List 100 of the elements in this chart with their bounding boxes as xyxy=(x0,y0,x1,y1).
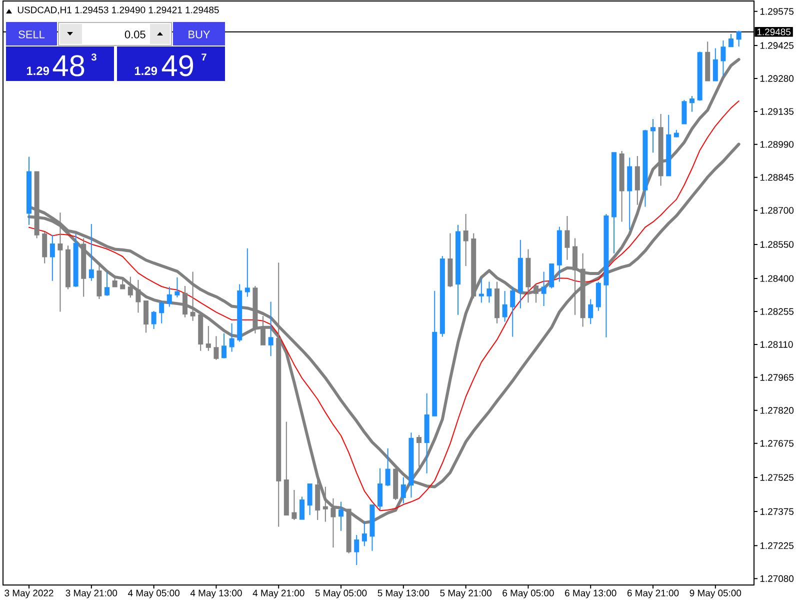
x-tick-label: 9 May 05:00 xyxy=(690,590,742,598)
y-tick-label: 1.27675 xyxy=(760,440,794,447)
candlestick xyxy=(448,232,453,288)
candlestick xyxy=(104,271,110,296)
x-tick-label: 6 May 21:00 xyxy=(627,590,679,598)
candlestick xyxy=(619,150,624,222)
candlestick xyxy=(627,157,632,230)
candlestick xyxy=(463,213,468,267)
x-tick-label: 4 May 13:00 xyxy=(190,590,242,598)
candlestick xyxy=(144,300,149,334)
candlestick xyxy=(728,33,734,48)
y-tick-label: 1.28845 xyxy=(760,174,794,181)
y-tick-label: 1.28700 xyxy=(760,207,794,214)
y-tick-label: 1.28990 xyxy=(760,141,794,148)
candlestick xyxy=(564,216,570,260)
candlestick xyxy=(400,476,406,504)
y-tick-label: 1.29135 xyxy=(760,108,794,115)
y-tick-label: 1.27965 xyxy=(760,374,794,381)
candlestick xyxy=(690,96,695,112)
y-tick-label: 1.28400 xyxy=(760,275,794,282)
candlestick xyxy=(674,129,679,138)
candlestick xyxy=(682,99,687,124)
y-tick-label: 1.27375 xyxy=(760,508,794,515)
candlestick xyxy=(338,501,344,532)
candlestick xyxy=(510,286,516,338)
y-tick-label: 1.29425 xyxy=(760,42,794,49)
candlestick xyxy=(720,40,726,76)
candlestick xyxy=(252,286,258,334)
candlestick xyxy=(612,152,617,254)
candlestick xyxy=(556,226,562,282)
candlestick xyxy=(456,224,461,316)
candlestick xyxy=(526,248,531,304)
y-tick-label: 1.28110 xyxy=(760,341,793,348)
candlestick xyxy=(50,234,55,282)
y-tick-label: 1.27820 xyxy=(760,407,794,414)
annotation: 1.29 xyxy=(134,66,158,76)
candlestick xyxy=(58,212,63,312)
candlestick xyxy=(96,262,102,300)
candlestick xyxy=(596,281,601,312)
ref-line-label: 1.29485 xyxy=(757,28,791,36)
candlestick xyxy=(370,504,375,552)
candlestick xyxy=(292,489,297,520)
candlestick xyxy=(697,51,702,102)
candlestick xyxy=(486,281,492,304)
x-tick-label: 3 May 21:00 xyxy=(66,590,118,598)
candlestick xyxy=(502,290,508,322)
candlestick xyxy=(604,213,609,338)
candlestick xyxy=(42,231,48,264)
annotation: 7 xyxy=(202,54,206,60)
x-tick-label: 4 May 05:00 xyxy=(128,590,180,598)
candlestick xyxy=(237,284,242,342)
candlestick xyxy=(736,30,742,47)
candlestick xyxy=(66,245,71,290)
candlestick xyxy=(650,118,656,154)
candlestick xyxy=(315,476,320,520)
x-tick-label: 6 May 05:00 xyxy=(502,590,554,598)
candlestick xyxy=(128,276,133,298)
candlestick xyxy=(174,276,180,298)
candlestick xyxy=(182,286,188,318)
x-tick-label: 6 May 13:00 xyxy=(565,590,616,598)
x-tick-label: 3 May 2022 xyxy=(4,590,54,598)
candlestick xyxy=(120,277,126,290)
annotation: 3 xyxy=(91,54,96,61)
candlestick xyxy=(580,252,586,328)
candlestick xyxy=(634,156,640,206)
y-tick-label: 1.29575 xyxy=(760,8,794,15)
candlestick xyxy=(198,314,204,352)
candlestick xyxy=(159,300,164,324)
candlestick xyxy=(432,290,438,416)
x-tick-label: 5 May 13:00 xyxy=(378,590,430,598)
candlestick xyxy=(190,271,196,322)
candlestick xyxy=(518,239,523,309)
candlestick xyxy=(166,286,172,308)
annotation: 48 xyxy=(52,55,84,76)
candlestick xyxy=(385,448,390,487)
candlestick xyxy=(666,114,672,176)
x-tick-label: 5 May 05:00 xyxy=(315,590,367,598)
candlestick xyxy=(136,279,141,314)
candlestick xyxy=(151,310,156,330)
y-tick-label: 1.28550 xyxy=(760,241,794,248)
candlestick xyxy=(549,264,554,289)
candlestick xyxy=(300,496,305,520)
candlestick xyxy=(494,281,500,324)
candlestick xyxy=(354,534,360,566)
annotation: 1.29 xyxy=(26,66,50,76)
candlestick xyxy=(471,232,476,299)
candlestick xyxy=(214,336,219,360)
candlestick xyxy=(572,238,578,316)
candlestick xyxy=(284,421,289,516)
candlestick xyxy=(222,332,227,359)
candlestick xyxy=(34,171,40,239)
text: USDCAD,H1 1.29453 1.29490 1.29421 1.29485 xyxy=(18,6,219,14)
candlestick xyxy=(534,284,539,304)
annotation: 0.05 xyxy=(124,30,146,38)
candlestick xyxy=(416,434,422,468)
candlestick xyxy=(658,113,664,186)
candlestick xyxy=(112,276,118,288)
annotation: BUY xyxy=(188,30,210,38)
candlestick xyxy=(378,468,383,510)
candlestick xyxy=(362,521,367,547)
